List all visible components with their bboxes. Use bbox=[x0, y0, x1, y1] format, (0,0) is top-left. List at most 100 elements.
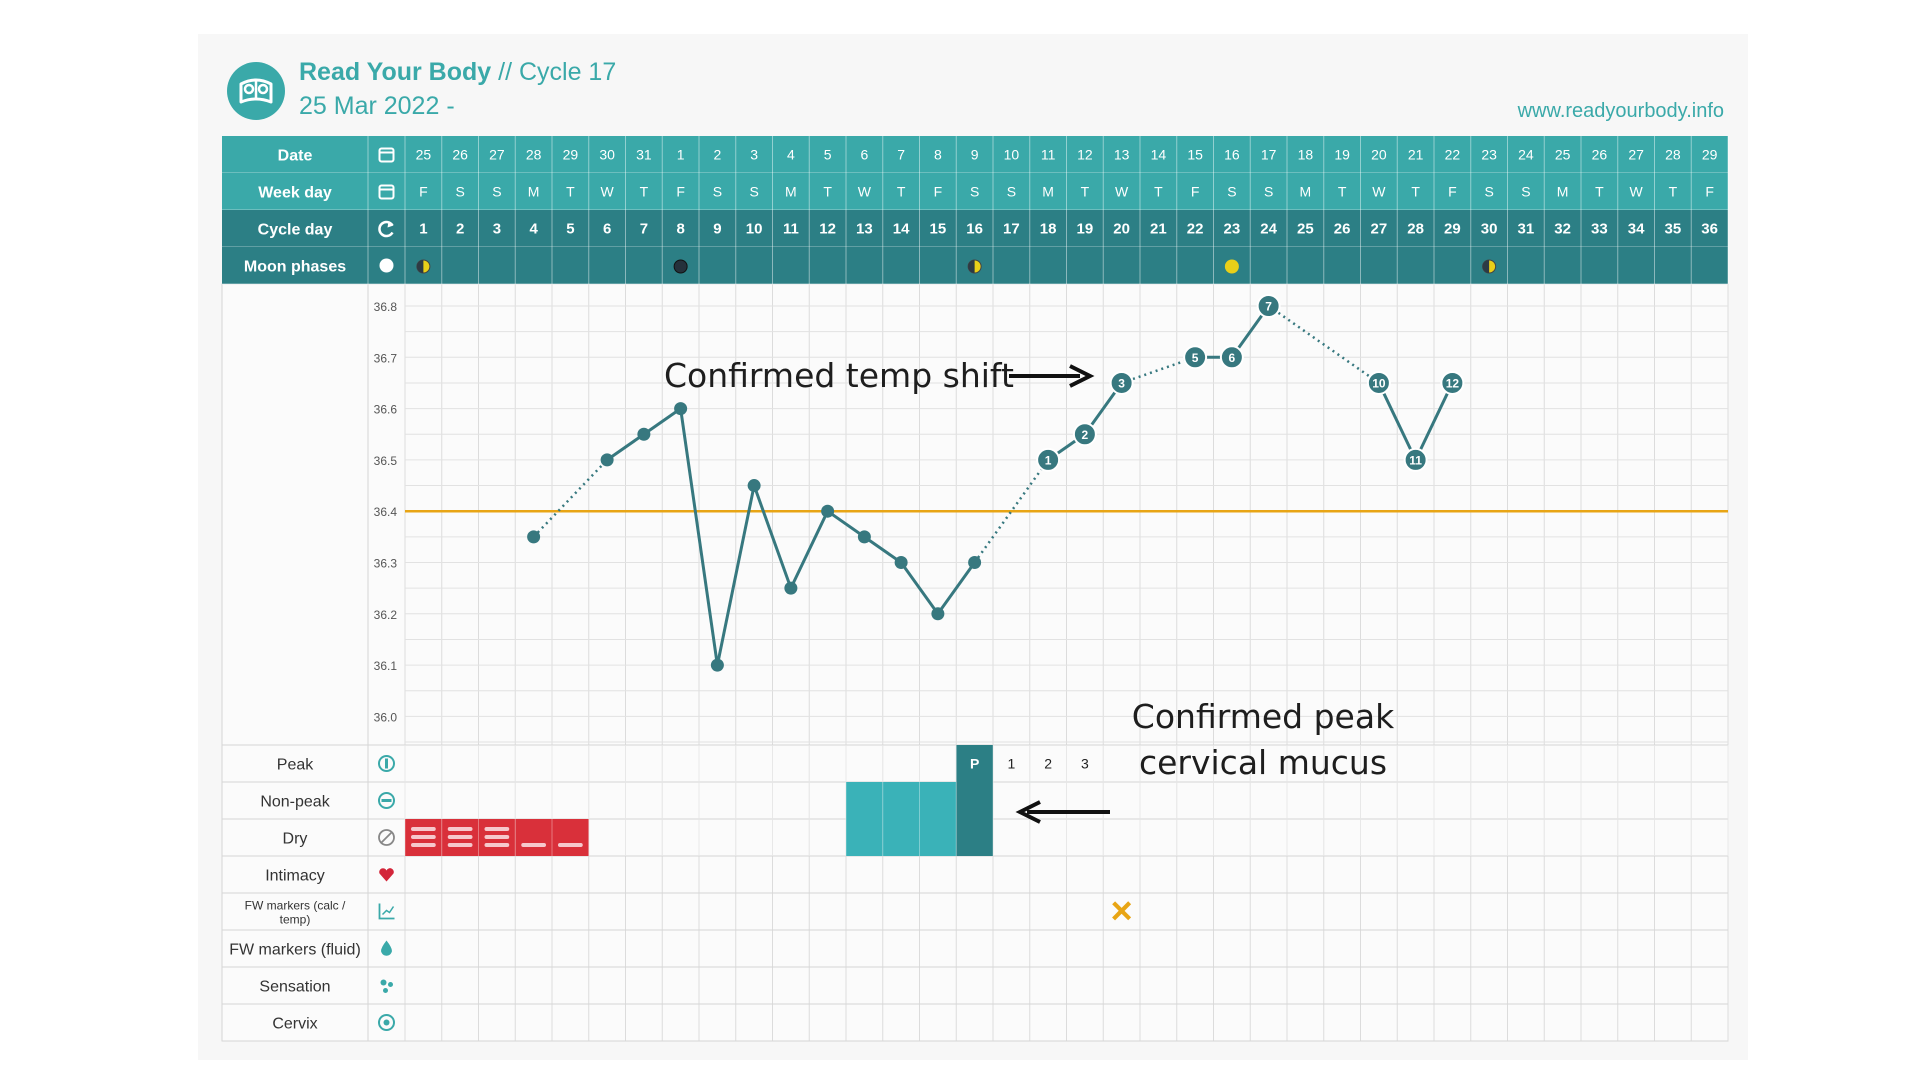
temp-line-segment bbox=[789, 510, 829, 589]
date-cell: 3 bbox=[750, 147, 758, 163]
cycle_day-cell: 14 bbox=[893, 221, 910, 238]
cycle_day-cell: 2 bbox=[456, 221, 464, 238]
cycle_day-cell: 32 bbox=[1554, 221, 1571, 238]
dry-stamp-bar bbox=[411, 835, 436, 839]
dry-stamp-bar bbox=[447, 835, 473, 839]
cycle-start-date: 25 Mar 2022 - bbox=[299, 92, 455, 120]
date-cell: 23 bbox=[1481, 147, 1497, 163]
header-row-label: Moon phases bbox=[244, 259, 346, 276]
cycle_day-cell: 36 bbox=[1701, 221, 1718, 238]
weekday-cell: T bbox=[823, 184, 832, 200]
moon-half-shadow bbox=[968, 260, 975, 273]
y-tick-label: 36.5 bbox=[374, 454, 398, 468]
dry-icon-slash bbox=[380, 831, 393, 844]
header-row-label: Date bbox=[278, 148, 313, 165]
cycle_day-cell: 10 bbox=[746, 221, 763, 238]
date-cell: 19 bbox=[1334, 147, 1350, 163]
row-label: FW markers (calc / bbox=[245, 899, 346, 913]
post-shift-temp-point bbox=[1183, 345, 1208, 370]
cycle_day-cell: 7 bbox=[640, 221, 648, 238]
temp-line-segment bbox=[1414, 382, 1454, 461]
cycle_day-cell: 30 bbox=[1481, 221, 1498, 238]
cycle_day-cell: 25 bbox=[1297, 221, 1314, 238]
cycle_day-cell: 20 bbox=[1113, 221, 1130, 238]
date-cell: 10 bbox=[1004, 147, 1020, 163]
weekday-cell: S bbox=[492, 184, 501, 200]
plot-background bbox=[221, 283, 1729, 1042]
date-cell: 15 bbox=[1187, 147, 1203, 163]
header-row-date bbox=[222, 136, 1728, 173]
weekday-cell: M bbox=[1557, 184, 1569, 200]
cycle_day-cell: 28 bbox=[1407, 221, 1424, 238]
date-cell: 9 bbox=[971, 147, 979, 163]
date-cell: 5 bbox=[824, 147, 832, 163]
weekday-cell: M bbox=[785, 184, 797, 200]
weekday-cell: F bbox=[934, 184, 943, 200]
date-cell: 17 bbox=[1261, 147, 1277, 163]
peak-mucus-arrowhead bbox=[1015, 800, 1041, 824]
cycle_day-cell: 8 bbox=[676, 221, 684, 238]
temp-point-label: 10 bbox=[1372, 376, 1386, 390]
row-label: Intimacy bbox=[265, 868, 325, 885]
weekday-cell: F bbox=[1448, 184, 1457, 200]
peak-day-cell bbox=[956, 745, 993, 856]
chart-icon-line bbox=[381, 906, 395, 916]
header-row-label: Week day bbox=[258, 185, 332, 202]
header-row-label: Cycle day bbox=[258, 222, 333, 239]
temp-point-label: 5 bbox=[1192, 351, 1199, 365]
temp-point-label: 12 bbox=[1446, 376, 1460, 390]
cycle_day-cell: 34 bbox=[1628, 221, 1645, 238]
y-tick-label: 36.6 bbox=[374, 403, 398, 417]
cycle_day-cell: 29 bbox=[1444, 221, 1461, 238]
row-label: Peak bbox=[277, 757, 314, 774]
app-name: Read Your Body bbox=[299, 58, 492, 86]
weekday-cell: F bbox=[676, 184, 685, 200]
non-peak-icon bbox=[378, 792, 395, 809]
header-row-cycle_day bbox=[222, 210, 1728, 247]
temp-line-segment bbox=[1377, 382, 1417, 461]
date-cell: 28 bbox=[1665, 147, 1681, 163]
temp-point-label: 1 bbox=[1045, 453, 1052, 467]
moon-new-icon bbox=[673, 259, 688, 274]
post-shift-temp-point bbox=[1036, 447, 1061, 472]
y-tick-label: 36.2 bbox=[374, 608, 398, 622]
row-label: Cervix bbox=[272, 1016, 317, 1033]
weekday-cell: S bbox=[1521, 184, 1530, 200]
temp-point-label: 3 bbox=[1118, 376, 1125, 390]
cycle-label: Cycle 17 bbox=[518, 58, 617, 86]
peak-day-label: P bbox=[970, 756, 979, 772]
y-tick-label: 36.8 bbox=[374, 300, 398, 314]
weekday-cell: M bbox=[528, 184, 540, 200]
cycle_day-cell: 19 bbox=[1077, 221, 1094, 238]
dry-stamp-bar bbox=[484, 843, 510, 847]
weekday-cell: M bbox=[1300, 184, 1312, 200]
weekday-cell: T bbox=[640, 184, 649, 200]
date-cell: 26 bbox=[452, 147, 468, 163]
date-cell: 12 bbox=[1077, 147, 1093, 163]
website-link[interactable]: www.readyourbody.info bbox=[1517, 100, 1724, 122]
temp-point bbox=[894, 556, 908, 569]
date-cell: 27 bbox=[1628, 147, 1644, 163]
dry-icon bbox=[378, 829, 395, 846]
temp-line-segment bbox=[752, 485, 793, 589]
calendar-icon bbox=[378, 184, 395, 200]
dry-stamp-bar bbox=[411, 843, 436, 847]
weekday-cell: S bbox=[1227, 184, 1236, 200]
cycle_day-cell: 22 bbox=[1187, 221, 1204, 238]
non-peak-cell bbox=[882, 782, 920, 856]
date-cell: 11 bbox=[1041, 147, 1056, 163]
temp-line-segment bbox=[715, 485, 756, 666]
moon-half-shadow bbox=[416, 260, 424, 273]
post-peak-count: 1 bbox=[1007, 756, 1015, 772]
cycle_day-cell: 24 bbox=[1260, 221, 1277, 238]
date-cell: 22 bbox=[1445, 147, 1461, 163]
date-cell: 13 bbox=[1114, 147, 1130, 163]
temp-shift-arrowhead bbox=[1069, 364, 1095, 388]
temp-point bbox=[747, 479, 761, 493]
temp-shift-annotation: Confirmed temp shift bbox=[664, 356, 1014, 395]
dry-day-cell bbox=[515, 819, 552, 856]
temp-gap-segment bbox=[1267, 304, 1380, 384]
date-cell: 25 bbox=[1555, 147, 1571, 163]
weekday-cell: T bbox=[1669, 184, 1678, 200]
date-cell: 20 bbox=[1371, 147, 1387, 163]
